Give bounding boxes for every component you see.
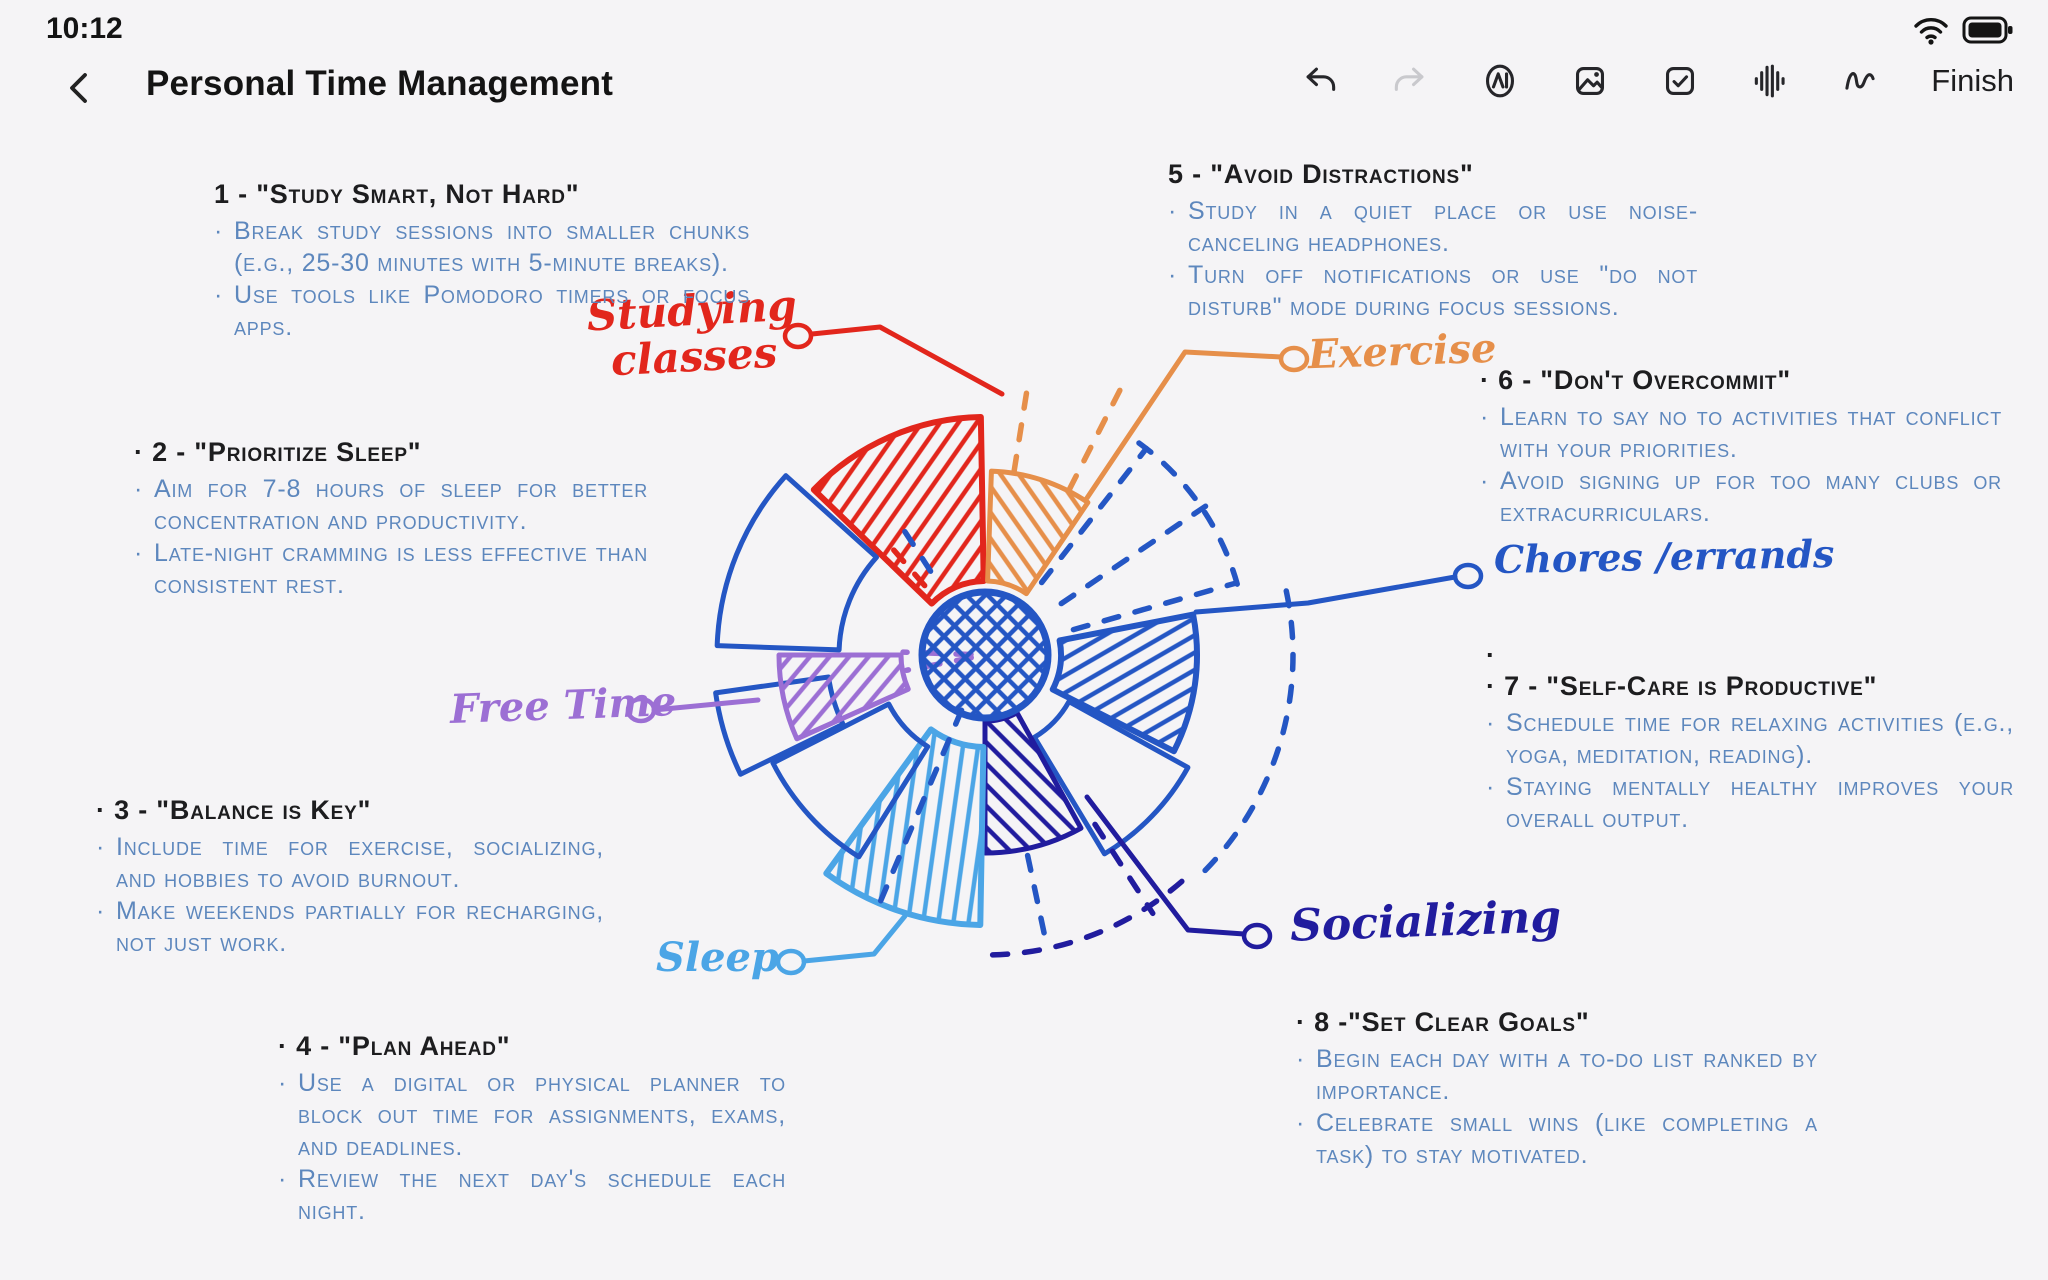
label-free-time: Free Time (449, 678, 678, 733)
note-block-7: · · 7 - "Self-Care is Productive" · Sched… (1486, 640, 2014, 833)
note-bullet: Use tools like Pomodoro timers or focus … (234, 281, 750, 341)
note-bullet: Aim for 7-8 hours of sleep for better co… (154, 475, 648, 535)
note-heading: · 4 - "Plan Ahead" (278, 1031, 511, 1061)
note-bullet: Make weekends partially for recharging, … (116, 897, 604, 957)
note-bullet: Staying mentally healthy improves your o… (1506, 773, 2014, 833)
label-exercise: Exercise (1307, 324, 1498, 379)
back-button[interactable] (60, 68, 100, 108)
note-bullet: Begin each day with a to-do list ranked … (1316, 1045, 1818, 1105)
note-block-1: 1 - "Study Smart, Not Hard" · Break study… (214, 179, 750, 341)
note-heading: 1 - "Study Smart, Not Hard" (214, 179, 580, 209)
note-bullet: Turn off notifications or use "do not di… (1188, 261, 1698, 321)
note-block-5: 5 - "Avoid Distractions" · Study in a qui… (1168, 159, 1698, 321)
ai-icon[interactable] (1481, 62, 1519, 100)
handwriting-icon[interactable] (1841, 62, 1879, 100)
note-bullet: Break study sessions into smaller chunks… (234, 217, 750, 277)
clock: 10:12 (46, 12, 123, 45)
finish-button[interactable]: Finish (1931, 63, 2014, 98)
label-chores-errands: Chores /errands (1493, 531, 1835, 582)
note-bullet: Avoid signing up for too many clubs or e… (1500, 467, 2002, 527)
note-heading: · 7 - "Self-Care is Productive" (1486, 671, 1878, 701)
undo-icon[interactable] (1301, 62, 1339, 100)
note-bullet: Use a digital or physical planner to blo… (298, 1069, 786, 1161)
status-icons (1912, 14, 2014, 51)
note-bullet: Celebrate small wins (like completing a … (1316, 1109, 1818, 1169)
note-bullet: Schedule time for relaxing activities (e… (1506, 709, 2014, 769)
note-heading: · 8 -"Set Clear Goals" (1296, 1007, 1590, 1037)
battery-icon (1962, 14, 2014, 51)
note-block-2: · 2 - "Prioritize Sleep" · Aim for 7-8 ho… (134, 437, 648, 599)
toolbar: Finish (1301, 62, 2014, 100)
insert-image-icon[interactable] (1571, 62, 1609, 100)
note-bullet: Late-night cramming is less effective th… (154, 539, 648, 599)
checklist-icon[interactable] (1661, 62, 1699, 100)
note-heading: · 6 - "Don't Overcommit" (1480, 365, 1791, 395)
label-sleep: Sleep (656, 934, 779, 981)
page-title[interactable]: Personal Time Management (146, 64, 614, 103)
note-bullet: Include time for exercise, socializing, … (116, 833, 604, 893)
note-heading: · 3 - "Balance is Key" (96, 795, 372, 825)
note-block-8: · 8 -"Set Clear Goals" · Begin each day w… (1296, 1007, 1818, 1169)
note-bullet: Review the next day's schedule each nigh… (298, 1165, 786, 1225)
wifi-icon (1912, 14, 1950, 51)
note-heading: 5 - "Avoid Distractions" (1168, 159, 1474, 189)
stray-dot: · (1486, 640, 1496, 670)
note-bullet: Study in a quiet place or use noise-canc… (1188, 197, 1698, 257)
note-block-4: · 4 - "Plan Ahead" · Use a digital or phy… (278, 1031, 786, 1225)
note-heading: · 2 - "Prioritize Sleep" (134, 437, 422, 467)
note-block-3: · 3 - "Balance is Key" · Include time for… (96, 795, 604, 957)
note-block-6: · 6 - "Don't Overcommit" · Learn to say n… (1480, 365, 2002, 527)
redo-icon[interactable] (1391, 62, 1429, 100)
label-socializing: Socializing (1289, 891, 1562, 952)
note-bullet: Learn to say no to activities that confl… (1500, 403, 2002, 463)
audio-record-icon[interactable] (1751, 62, 1789, 100)
